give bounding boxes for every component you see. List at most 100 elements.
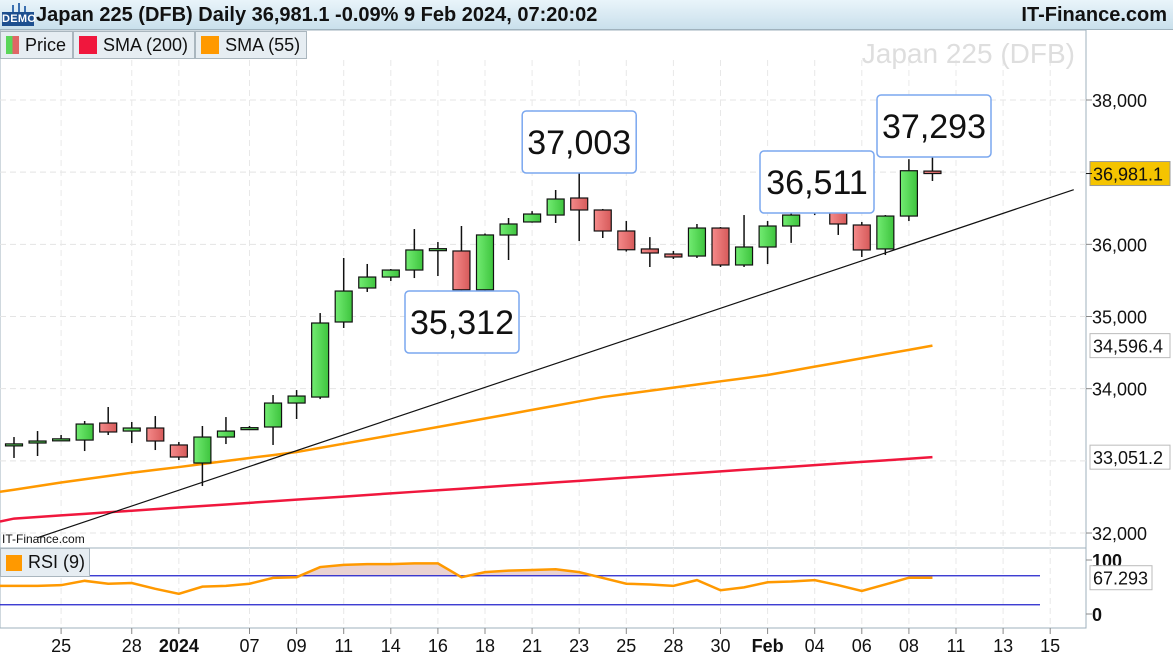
legend-label: RSI (9) <box>28 552 86 572</box>
candle-body-up <box>4 443 24 447</box>
candle <box>546 189 565 223</box>
x-tick-label: 21 <box>522 636 542 656</box>
callout-box <box>404 290 520 354</box>
legend-label: Price <box>25 34 67 55</box>
x-tick-label: 08 <box>899 636 919 656</box>
candle-body-up <box>876 215 895 250</box>
candle <box>687 223 707 258</box>
rsi-legend[interactable]: RSI (9) <box>0 548 90 577</box>
candle <box>734 215 754 268</box>
x-tick-label: 18 <box>475 636 495 656</box>
rsi-swatch-icon <box>6 554 22 571</box>
callout-box <box>876 94 992 158</box>
price-callout: 36,511 <box>759 150 875 214</box>
candle <box>99 407 118 436</box>
candle <box>475 233 495 292</box>
candle-body-down <box>570 197 589 211</box>
legend-price[interactable]: Price <box>0 31 74 59</box>
price-tag-last: 36,981.1 <box>1086 161 1171 187</box>
candle-body-up <box>28 440 47 444</box>
candle <box>452 226 471 294</box>
candle-body-up <box>263 402 283 428</box>
x-tick-label: 28 <box>122 636 142 656</box>
candle-body-down <box>640 248 659 254</box>
rsi-tick-label: 0 <box>1092 605 1102 625</box>
price-tag-sma200: 33,051.2 <box>1089 444 1171 470</box>
price-tag-label: 34,596.4 <box>1093 337 1163 357</box>
y-tick-label: 38,000 <box>1092 91 1147 111</box>
candle <box>876 215 895 256</box>
source-note: IT-Finance.com <box>2 532 85 546</box>
candle <box>51 435 71 442</box>
candle-body-up <box>381 269 400 278</box>
candle-body-down <box>452 250 471 291</box>
x-tick-label: Feb <box>752 636 784 656</box>
candle-body-down <box>169 444 188 458</box>
candle <box>75 421 94 452</box>
candle <box>334 257 353 328</box>
callout-box <box>759 150 875 214</box>
candle-body-up <box>687 227 707 257</box>
price-callout: 37,003 <box>521 110 637 174</box>
price-tag-label: 33,051.2 <box>1093 448 1163 468</box>
price-tag-sma55: 34,596.4 <box>1089 333 1171 359</box>
price-swatch-icon <box>6 36 19 54</box>
candle-body-down <box>99 422 118 433</box>
rsi-last-label: 67.293 <box>1093 569 1148 589</box>
candle-body-up <box>51 438 71 442</box>
candle <box>852 221 871 257</box>
x-tick-label: 25 <box>616 636 636 656</box>
candle-body-down <box>593 209 612 232</box>
candle <box>287 390 306 419</box>
y-tick-label: 35,000 <box>1092 308 1147 328</box>
candle-body-up <box>405 249 424 271</box>
candle-body-up <box>522 213 542 223</box>
x-tick-label: 28 <box>663 636 683 656</box>
candle-body-up <box>216 430 236 438</box>
legend-label: SMA (200) <box>103 34 189 55</box>
candle <box>522 211 542 223</box>
candle <box>405 229 424 279</box>
candle-body-up <box>193 436 212 464</box>
chart-header: DEMO Japan 225 (DFB) Daily 36,981.1 -0.0… <box>0 0 1173 30</box>
candle <box>664 250 683 259</box>
brand-label: IT-Finance.com <box>1021 4 1167 26</box>
candle-body-up <box>475 234 495 291</box>
rsi-last-box <box>1089 565 1153 591</box>
trendline <box>37 189 1074 539</box>
legend-sma55[interactable]: SMA (55) <box>195 31 308 59</box>
chart-legend: Price SMA (200) SMA (55) <box>0 31 308 60</box>
y-tick-label: 34,000 <box>1092 380 1147 400</box>
callout-label: 36,511 <box>766 164 867 202</box>
candle-body-up <box>122 427 141 432</box>
candle-body-down <box>711 227 730 266</box>
x-tick-label: 14 <box>381 636 401 656</box>
candle <box>593 208 612 238</box>
callout-box <box>521 110 637 174</box>
candle-body-up <box>334 290 353 323</box>
callout-label: 37,003 <box>527 124 631 162</box>
candle-body-up <box>75 423 94 441</box>
x-tick-label: 15 <box>1040 636 1060 656</box>
candle-body-up <box>358 276 377 289</box>
candle <box>122 422 141 444</box>
candle <box>146 416 165 451</box>
candle <box>311 313 330 400</box>
candle <box>617 221 636 252</box>
x-tick-label: 11 <box>947 636 966 656</box>
candle <box>193 425 212 487</box>
candle <box>169 442 188 461</box>
price-callout: 37,293 <box>876 94 992 158</box>
legend-sma200[interactable]: SMA (200) <box>73 31 196 59</box>
candle-body-up <box>734 246 754 266</box>
price-callout: 35,312 <box>404 290 520 354</box>
candle <box>899 159 919 222</box>
x-tick-label: 04 <box>805 636 825 656</box>
candle <box>28 431 47 457</box>
candle-body-up <box>240 427 259 431</box>
candle <box>711 227 730 268</box>
price-tag-box <box>1089 444 1171 470</box>
last-price-box <box>1089 161 1171 187</box>
candle <box>570 171 589 242</box>
